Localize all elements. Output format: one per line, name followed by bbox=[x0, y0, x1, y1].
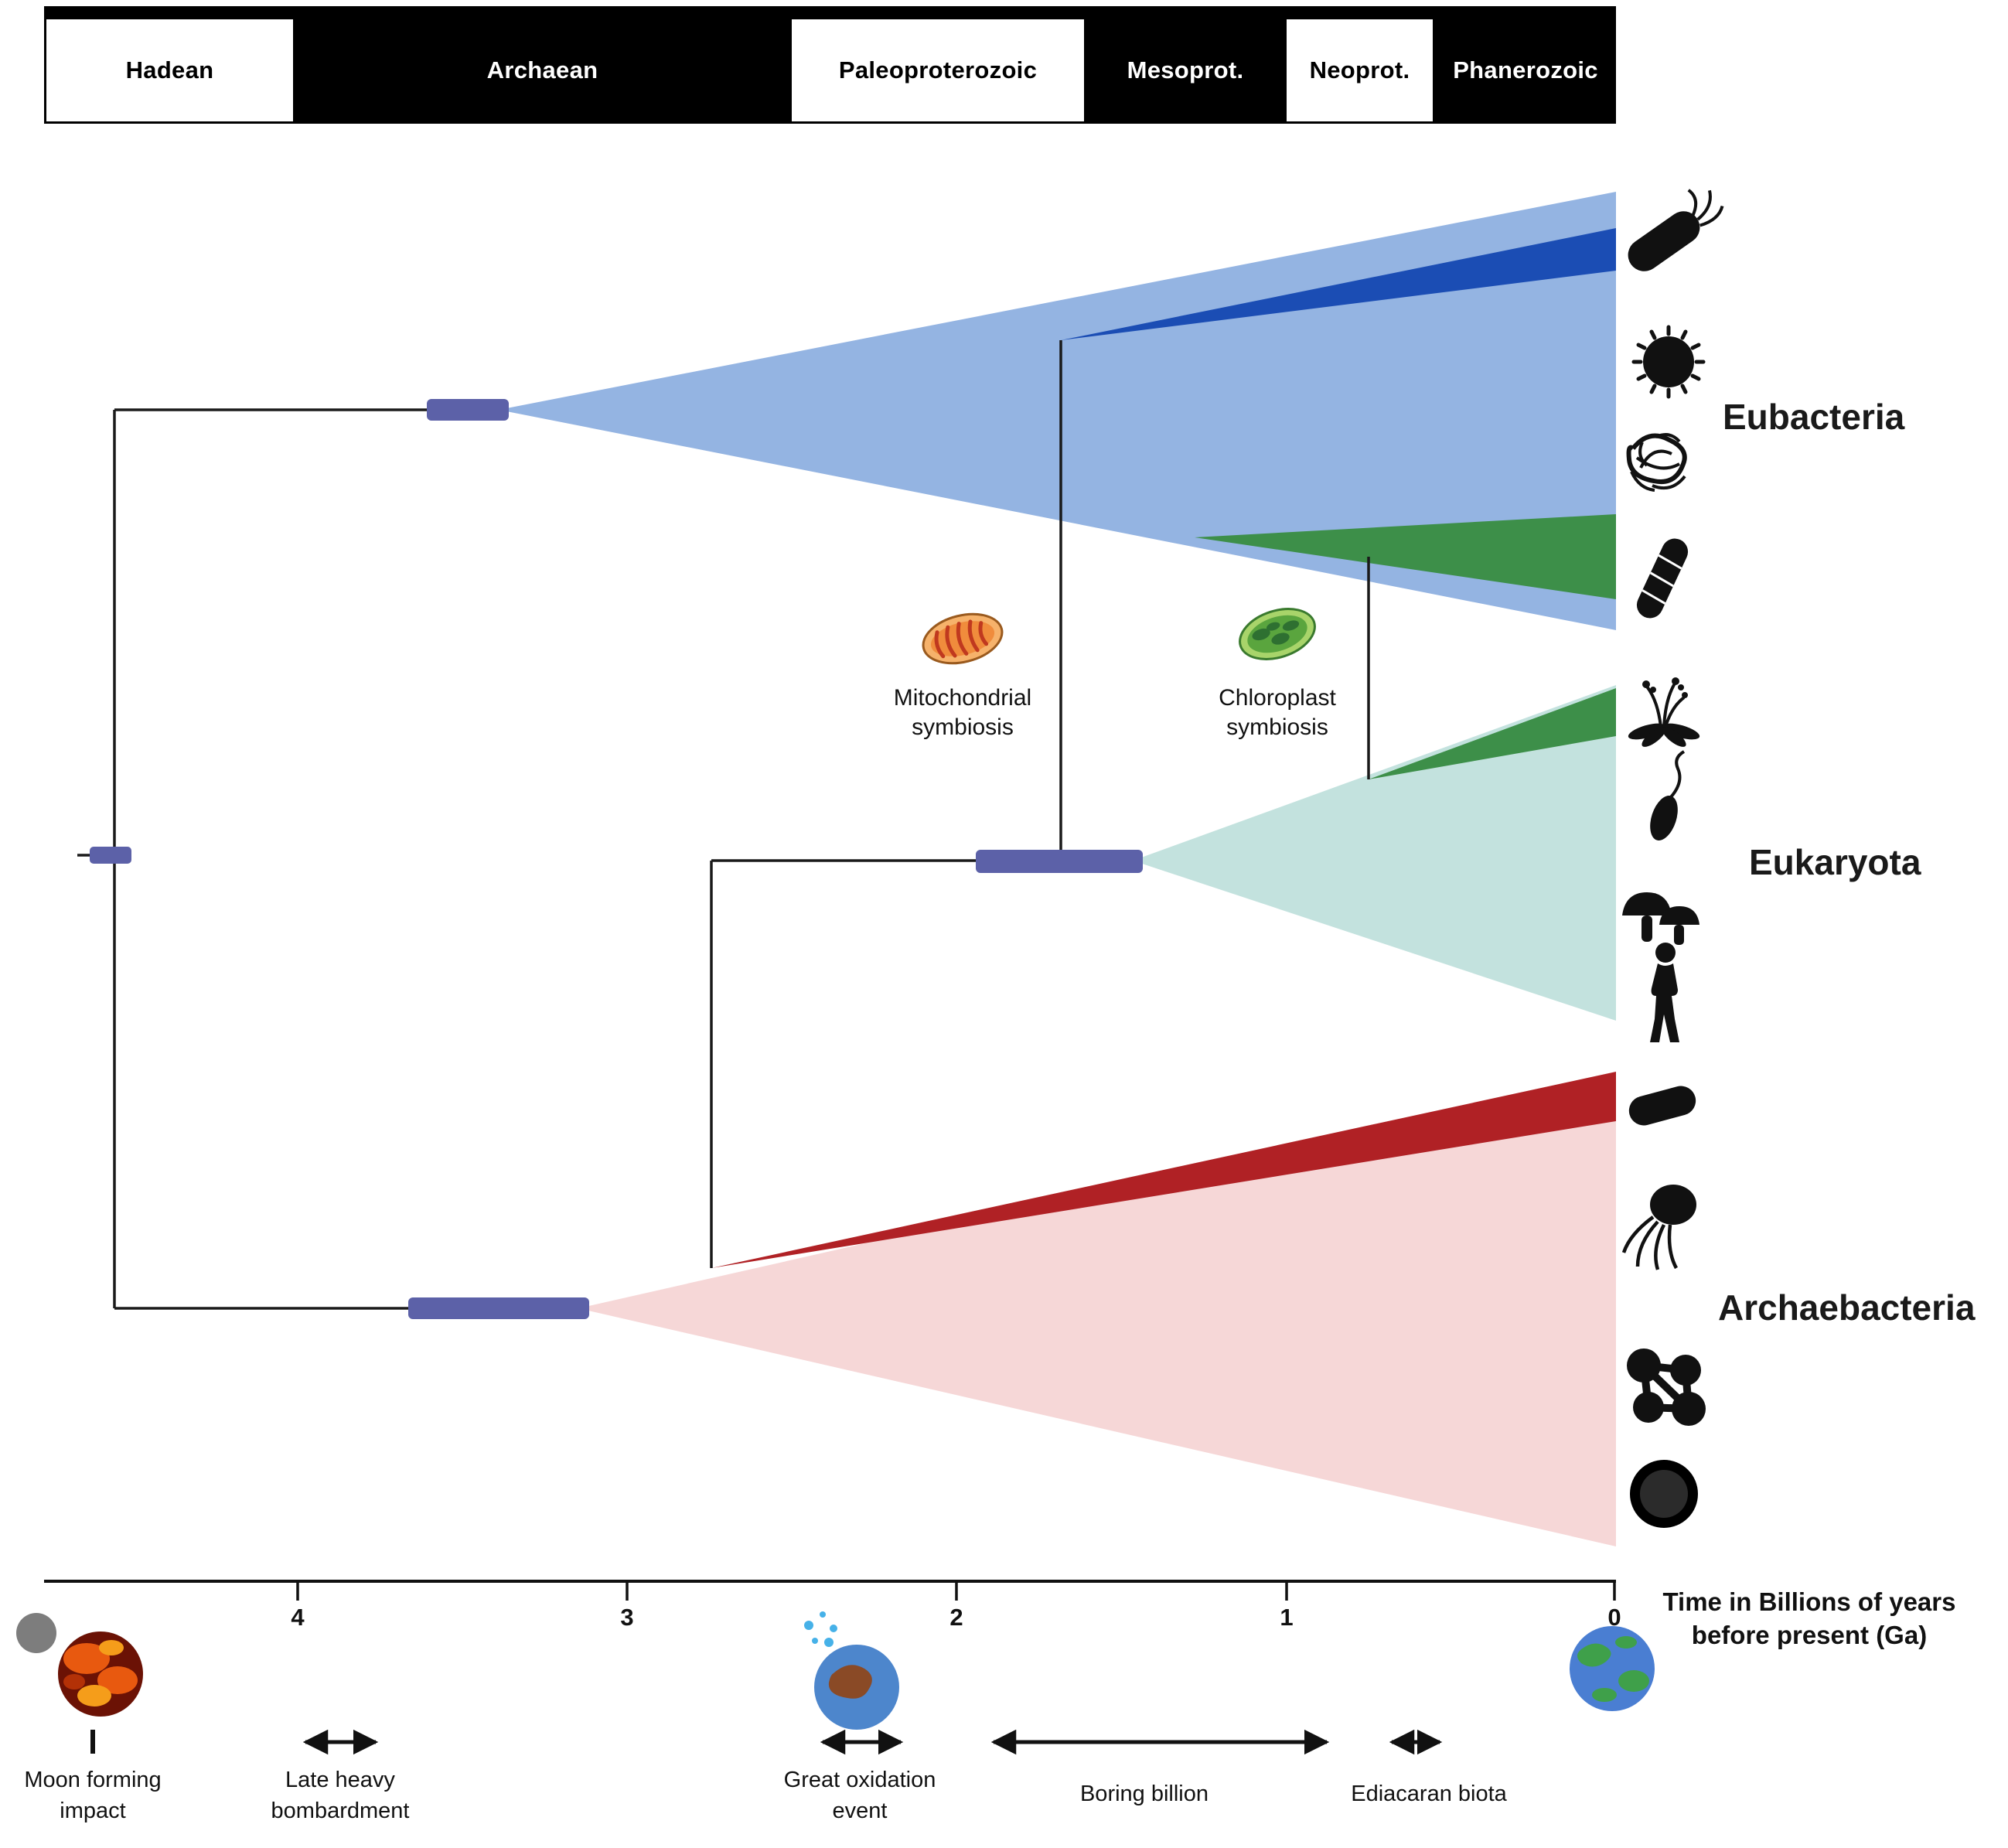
mitochondrion-icon bbox=[922, 612, 1004, 665]
node-bar-eubacteria bbox=[427, 399, 509, 421]
node-bar-archaebacteria bbox=[408, 1297, 589, 1319]
clade-label-eubacteria: Eubacteria bbox=[1723, 397, 1905, 437]
eon-segment-hadean: Hadean bbox=[44, 17, 295, 124]
great-oxidation-event-line1: Great oxidation bbox=[783, 1768, 936, 1792]
archaeon-cell-cluster-icon bbox=[1627, 1348, 1706, 1426]
node-bar-root bbox=[90, 847, 131, 864]
flagellated-rod-bacterium-icon bbox=[1628, 189, 1724, 271]
great-oxidation-event-label: Great oxidation event bbox=[736, 1764, 984, 1826]
flagellated-archaeon-icon bbox=[1621, 1185, 1696, 1270]
eon-segment-mesoproterozoic: Mesoprot. bbox=[1086, 17, 1284, 124]
modern-earth-icon bbox=[1570, 1626, 1655, 1711]
mitochondrial-symbiosis-line2: symbiosis bbox=[912, 714, 1014, 740]
eon-segment-neoproterozoic: Neoprot. bbox=[1284, 17, 1435, 124]
oxygenated-earth-icon bbox=[814, 1645, 899, 1730]
axis-title-line2: before present (Ga) bbox=[1691, 1621, 1928, 1649]
magma-earth-icon bbox=[58, 1631, 143, 1717]
plant-icon bbox=[1628, 677, 1700, 747]
great-oxidation-event-line2: event bbox=[832, 1799, 888, 1823]
human-icon bbox=[1650, 943, 1679, 1042]
mitochondrial-symbiosis-line1: Mitochondrial bbox=[893, 685, 1032, 711]
boring-billion-label: Boring billion bbox=[1079, 1782, 1209, 1806]
ediacaran-biota-label: Ediacaran biota bbox=[1351, 1782, 1507, 1806]
chloroplast-icon bbox=[1239, 608, 1316, 660]
oxygen-bubbles-icon bbox=[804, 1611, 837, 1647]
wedge-mitochondria-lineage bbox=[1061, 228, 1616, 340]
node-bar-eukaryota bbox=[976, 850, 1143, 873]
eon-label: Archaean bbox=[486, 56, 598, 84]
wedge-cyanobacteria bbox=[1195, 514, 1616, 599]
late-heavy-bombardment-line1: Late heavy bbox=[285, 1768, 395, 1792]
tick-label-0: 0 bbox=[1607, 1604, 1621, 1631]
eon-bar: Hadean Archaean Paleoproterozoic Mesopro… bbox=[44, 6, 1616, 124]
tick-label-4: 4 bbox=[291, 1604, 305, 1631]
rod-bacterium-icon bbox=[1636, 538, 1689, 619]
chloroplast-symbiosis-line1: Chloroplast bbox=[1219, 685, 1336, 711]
axis-title: Time in Billions of years before present… bbox=[1639, 1585, 1979, 1652]
moon-forming-impact-line2: impact bbox=[60, 1799, 126, 1823]
eon-label: Phanerozoic bbox=[1453, 56, 1598, 84]
clade-label-archaebacteria: Archaebacteria bbox=[1718, 1287, 1976, 1328]
wedge-archaea-crown bbox=[711, 1072, 1616, 1268]
eon-label: Neoprot. bbox=[1309, 56, 1410, 84]
wedge-plant-lineage bbox=[1369, 688, 1616, 779]
late-heavy-bombardment-label: Late heavy bombardment bbox=[216, 1764, 464, 1826]
eon-segment-paleoproterozoic: Paleoproterozoic bbox=[789, 17, 1086, 124]
mitochondrial-symbiosis-label: Mitochondrial symbiosis bbox=[839, 684, 1086, 742]
eon-segment-phanerozoic: Phanerozoic bbox=[1435, 17, 1616, 124]
tick-label-2: 2 bbox=[949, 1604, 963, 1631]
clade-label-eukaryota: Eukaryota bbox=[1749, 842, 1921, 882]
moon-forming-impact-label: Moon forming impact bbox=[0, 1764, 216, 1826]
eon-segment-archaean: Archaean bbox=[295, 17, 789, 124]
coccoid-archaeon-icon bbox=[1630, 1460, 1698, 1528]
axis-title-line1: Time in Billions of years bbox=[1662, 1587, 1956, 1616]
time-axis bbox=[44, 1580, 1616, 1601]
capsule-archaeon-icon bbox=[1628, 1086, 1696, 1126]
wedge-archaebacteria bbox=[578, 1073, 1616, 1546]
chloroplast-symbiosis-line2: symbiosis bbox=[1226, 714, 1328, 740]
eon-label: Paleoproterozoic bbox=[838, 56, 1038, 84]
eon-label: Hadean bbox=[125, 56, 214, 84]
spiky-coccus-bacterium-icon bbox=[1631, 325, 1706, 399]
eon-row: Hadean Archaean Paleoproterozoic Mesopro… bbox=[44, 17, 1616, 124]
eon-label: Mesoprot. bbox=[1127, 56, 1244, 84]
flagellate-protist-icon bbox=[1650, 750, 1686, 840]
filamentous-bacterium-icon bbox=[1626, 433, 1687, 492]
mushroom-icon bbox=[1622, 892, 1699, 945]
moon-icon bbox=[16, 1613, 56, 1653]
chloroplast-symbiosis-label: Chloroplast symbiosis bbox=[1154, 684, 1401, 742]
wedge-eukaryota bbox=[1133, 685, 1616, 1021]
moon-forming-impact-line1: Moon forming bbox=[24, 1768, 162, 1792]
late-heavy-bombardment-line2: bombardment bbox=[271, 1799, 410, 1823]
tick-label-1: 1 bbox=[1280, 1604, 1294, 1631]
tick-label-3: 3 bbox=[620, 1604, 634, 1631]
